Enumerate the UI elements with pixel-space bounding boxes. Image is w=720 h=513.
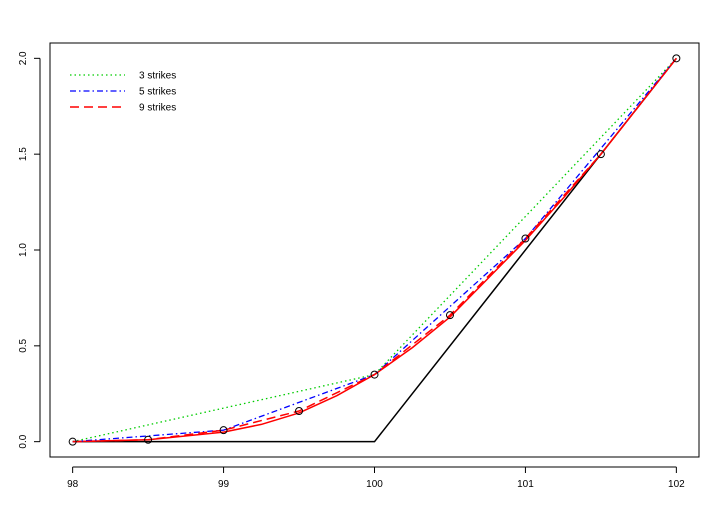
data-point-marker bbox=[68, 437, 77, 446]
data-point-marker bbox=[521, 234, 530, 243]
data-point-marker bbox=[144, 435, 153, 444]
legend: 3 strikes 5 strikes 9 strikes bbox=[70, 71, 176, 114]
x-tick-label: 101 bbox=[517, 479, 534, 490]
y-tick-label: 2.0 bbox=[18, 51, 29, 65]
series-line-5-strikes bbox=[72, 57, 677, 443]
x-tick-label: 98 bbox=[67, 479, 79, 490]
x-tick-label: 102 bbox=[668, 479, 685, 490]
series-line-9-strikes bbox=[72, 57, 677, 443]
axes: 98 99 100 101 102 0.0 0.5 1.0 1.5 2.0 bbox=[18, 51, 685, 490]
x-tick-label: 99 bbox=[218, 479, 230, 490]
x-tick-label: 100 bbox=[366, 479, 383, 490]
marker-layer bbox=[68, 54, 681, 446]
series-layer bbox=[72, 57, 677, 443]
series-line-0 bbox=[72, 57, 677, 443]
series-line-3-strikes bbox=[72, 57, 677, 443]
data-point-marker bbox=[596, 150, 605, 159]
data-point-marker bbox=[672, 54, 681, 63]
legend-label: 9 strikes bbox=[139, 103, 176, 114]
y-tick-label: 1.0 bbox=[18, 243, 29, 257]
y-tick-label: 0.5 bbox=[18, 338, 29, 352]
y-tick-label: 0.0 bbox=[18, 434, 29, 448]
y-tick-label: 1.5 bbox=[18, 147, 29, 161]
data-point-marker bbox=[445, 311, 454, 320]
plot-area-frame bbox=[49, 42, 700, 458]
legend-label: 5 strikes bbox=[139, 87, 176, 98]
data-point-marker bbox=[219, 426, 228, 435]
series-line-1 bbox=[72, 57, 677, 443]
data-point-marker bbox=[370, 370, 379, 379]
data-point-marker bbox=[295, 407, 304, 415]
legend-label: 3 strikes bbox=[139, 71, 176, 82]
